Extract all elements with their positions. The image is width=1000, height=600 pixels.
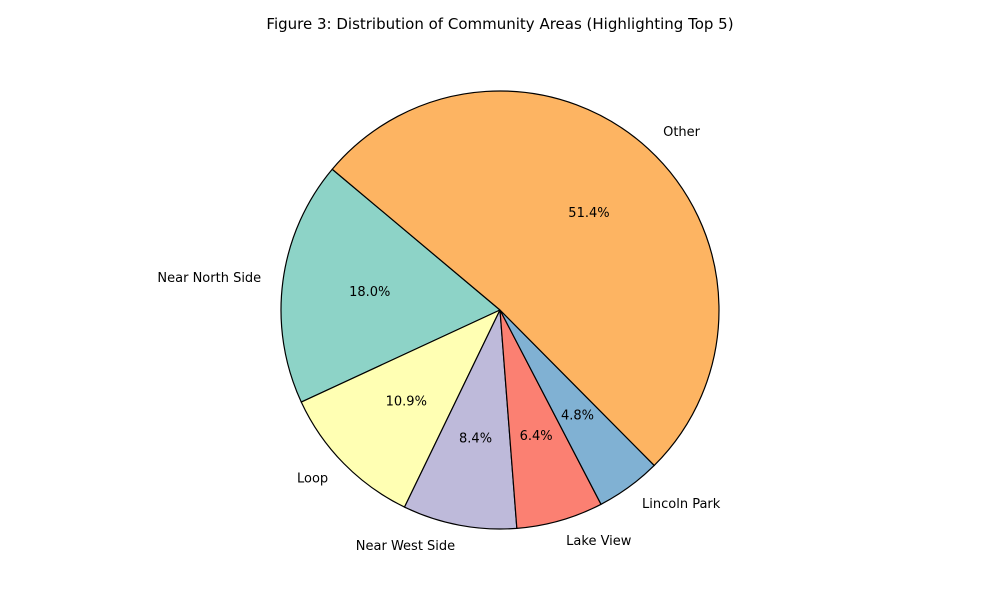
- slice-loop: [300, 309, 501, 508]
- slice-near-north-side: [280, 168, 501, 403]
- pct-label-loop: 10.9%: [386, 395, 427, 410]
- pct-label-lake-view: 6.4%: [520, 429, 553, 444]
- label-near-north-side: Near North Side: [157, 271, 261, 286]
- label-lake-view: Lake View: [566, 534, 632, 549]
- pct-label-near-north-side: 18.0%: [349, 285, 390, 300]
- label-loop: Loop: [297, 471, 328, 486]
- pct-label-other: 51.4%: [568, 206, 609, 221]
- slice-other: [331, 90, 720, 467]
- chart-title: Figure 3: Distribution of Community Area…: [266, 15, 733, 33]
- label-lincoln-park: Lincoln Park: [642, 497, 721, 512]
- pie-slices: [280, 90, 720, 530]
- category-labels: Near North Side Loop Near West Side Lake Vi…: [157, 125, 720, 554]
- slice-near-west-side: [403, 309, 518, 530]
- pct-label-lincoln-park: 4.8%: [561, 409, 594, 424]
- label-near-west-side: Near West Side: [356, 539, 455, 554]
- pct-label-near-west-side: 8.4%: [459, 432, 492, 447]
- label-other: Other: [663, 125, 701, 140]
- percentage-labels: 18.0% 10.9% 8.4% 6.4% 4.8% 51.4%: [349, 206, 610, 447]
